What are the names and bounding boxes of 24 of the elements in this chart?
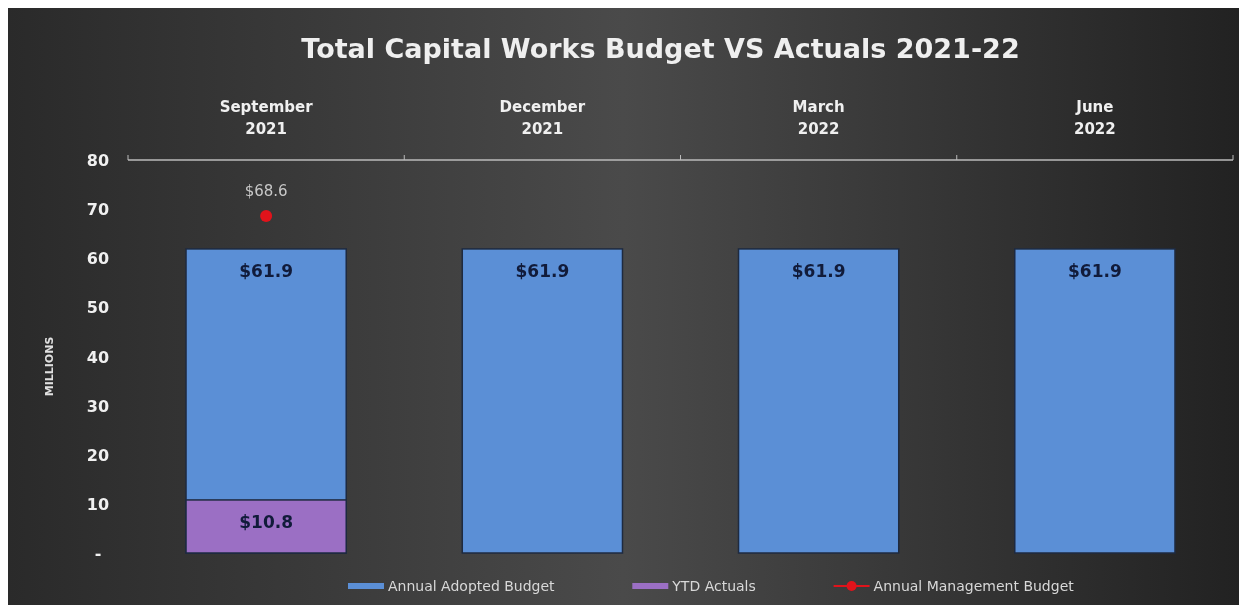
x-tick-label: September 2021	[219, 98, 314, 138]
y-tick-label: 30	[86, 396, 110, 416]
y-tick-label: 20	[86, 445, 110, 465]
data-label: $61.9	[1067, 260, 1122, 281]
chart-title: Total Capital Works Budget VS Actuals 2021-22	[301, 33, 1020, 64]
y-axis-title: MILLIONS	[43, 336, 56, 397]
series-label: Annual Adopted Budget	[388, 578, 556, 594]
y-tick-label: 60	[86, 249, 110, 269]
data-label: $61.9	[791, 260, 846, 281]
x-tick-label: March 2022	[792, 98, 845, 138]
legend-label: Annual Management Budget	[873, 578, 1075, 594]
x-tick-label: December 2021	[499, 98, 586, 138]
y-tick-label: -	[94, 544, 102, 563]
data-label: $61.9	[515, 260, 570, 281]
y-tick-label: 10	[86, 494, 110, 514]
x-tick-label: June 2022	[1074, 98, 1116, 138]
y-tick-label: 50	[86, 298, 110, 318]
y-tick-label: 80	[86, 151, 110, 170]
data-label: $61.9	[239, 260, 294, 281]
y-tick-label: 70	[86, 200, 110, 220]
data-label: $10.8	[239, 511, 294, 532]
data-label: $68.6	[244, 182, 288, 200]
legend-label: YTD Actuals	[671, 578, 756, 594]
y-tick-label: 40	[86, 347, 110, 367]
